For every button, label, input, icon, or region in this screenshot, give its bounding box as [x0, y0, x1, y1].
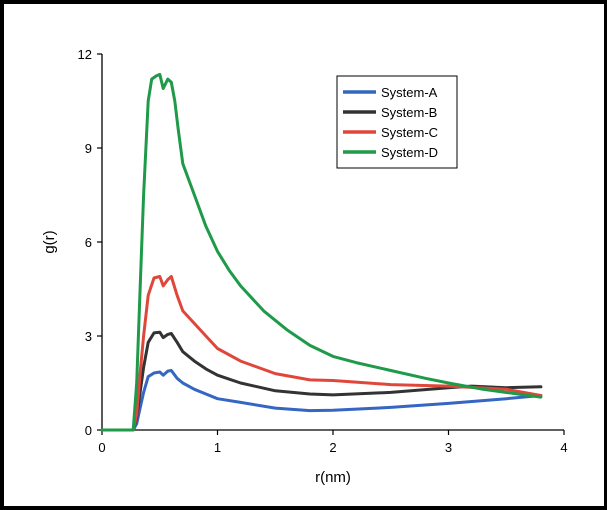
- series-group: [100, 72, 543, 432]
- legend-label-system-a: System-A: [381, 85, 438, 100]
- y-tick-label: 12: [78, 47, 92, 62]
- series-line-system-c: [100, 275, 543, 432]
- y-tick-label: 3: [85, 329, 92, 344]
- series-line-system-b: [100, 330, 543, 432]
- y-tick-label: 6: [85, 235, 92, 250]
- legend-label-system-d: System-D: [381, 145, 438, 160]
- legend: System-A System-B System-C System-D: [336, 75, 458, 169]
- legend-label-system-c: System-C: [381, 125, 438, 140]
- y-tick-label: 0: [85, 423, 92, 438]
- series-line-system-a: [100, 369, 543, 432]
- x-tick-label: 3: [445, 440, 452, 455]
- legend-label-system-b: System-B: [381, 105, 437, 120]
- axes: [101, 54, 564, 431]
- x-tick-label: 4: [560, 440, 567, 455]
- x-tick-label: 1: [214, 440, 221, 455]
- x-axis-title: r(nm): [315, 469, 351, 486]
- x-tick-label: 2: [329, 440, 336, 455]
- x-tick-label: 0: [98, 440, 105, 455]
- y-tick-label: 9: [85, 141, 92, 156]
- y-axis-title: g(r): [41, 230, 58, 253]
- series-line-system-d: [100, 72, 543, 432]
